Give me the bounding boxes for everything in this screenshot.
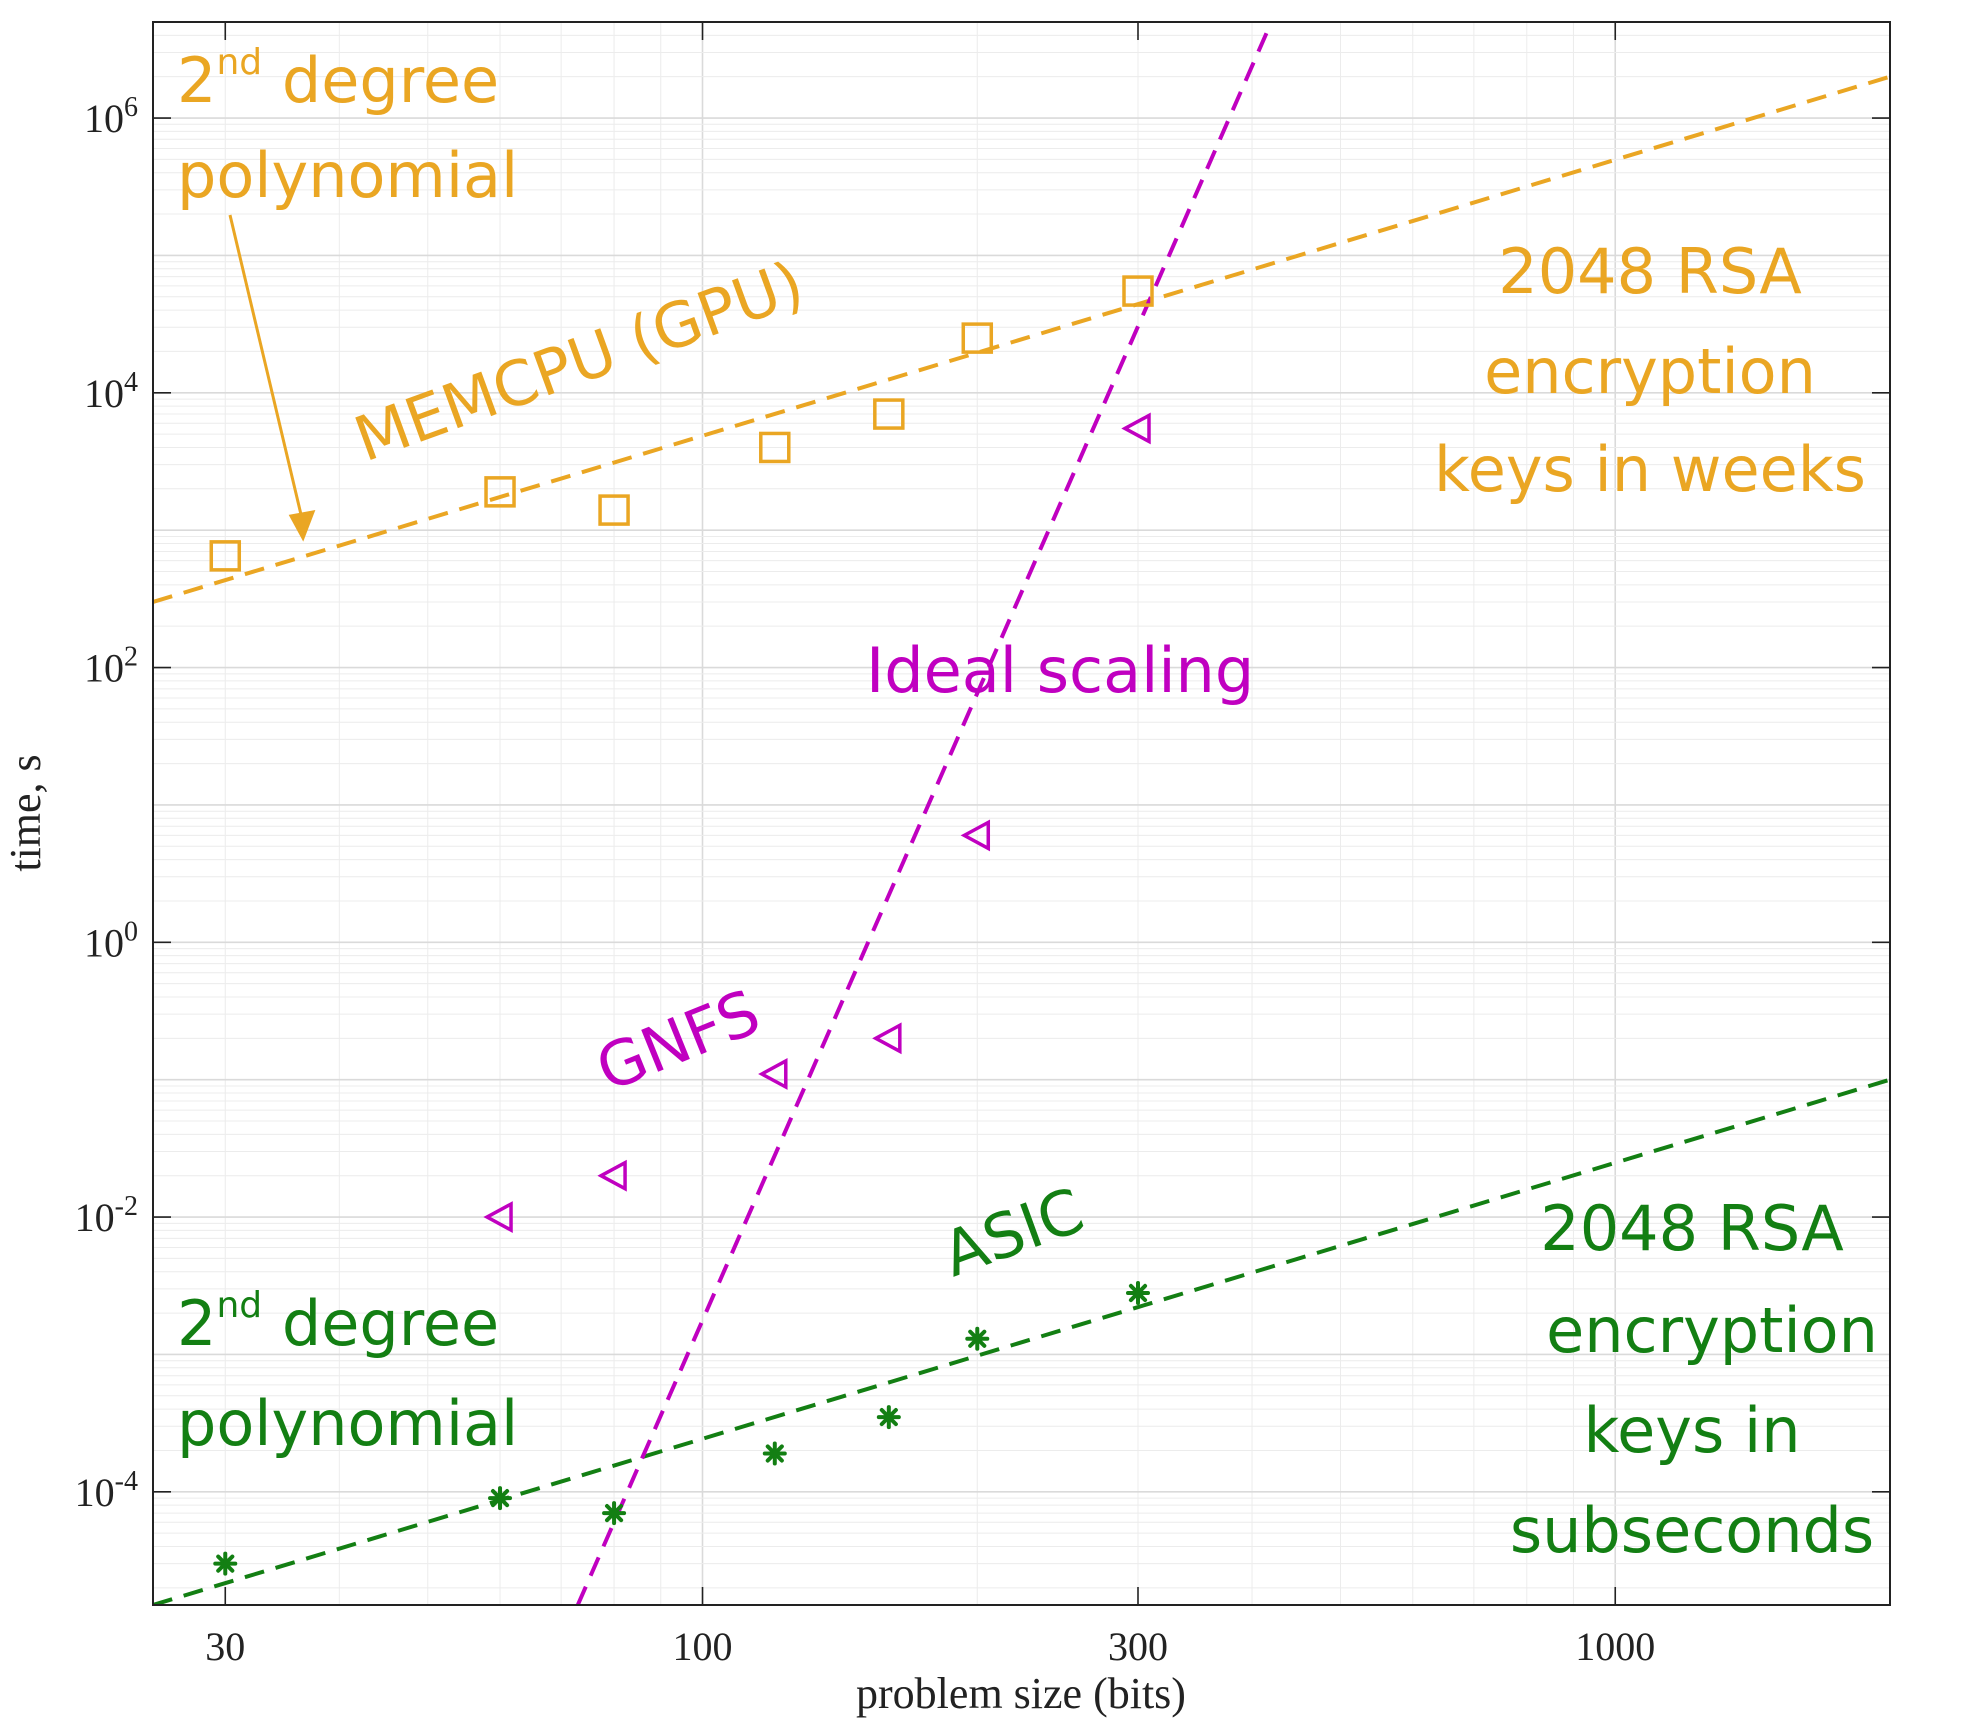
asic-label: ASIC: [933, 1173, 1093, 1291]
data-point-asterisk: [488, 1486, 513, 1511]
asterisk-stroke: [604, 1504, 624, 1523]
gnfs-annotations: Ideal scaling GNFS: [586, 634, 1254, 1106]
gpu-poly-label-line1: 2nd degree: [177, 42, 499, 117]
data-point-square: [598, 494, 630, 526]
y-tick-label: 10-4: [75, 1466, 138, 1515]
data-point-square: [873, 398, 905, 430]
rsa-asic-label-line1: 2048 RSA: [1540, 1192, 1844, 1265]
x-axis-title: problem size (bits): [856, 1669, 1186, 1718]
rsa-gpu-label-line1: 2048 RSA: [1498, 235, 1802, 308]
fit-line: [575, 22, 1274, 1605]
fit-line: [153, 74, 1890, 604]
asterisk-stroke: [1128, 1283, 1148, 1303]
y-tick-label: 104: [84, 367, 138, 416]
data-markers: [209, 275, 1154, 1576]
ideal-scaling-label: Ideal scaling: [866, 634, 1254, 707]
gpu-annotations: 2nd degree polynomial MEMCPU (GPU) 2048 …: [177, 42, 1866, 506]
asterisk-stroke: [490, 1489, 510, 1508]
data-point-square: [484, 476, 516, 508]
data-point-asterisk: [965, 1326, 990, 1351]
rsa-gpu-label-line2: encryption: [1484, 335, 1816, 408]
asic-annotations: ASIC 2nd degree polynomial 2048 RSA encr…: [177, 1173, 1878, 1567]
data-point-asterisk: [1125, 1281, 1150, 1306]
y-tick-label: 102: [84, 642, 138, 691]
rsa-asic-label-line2: encryption: [1546, 1294, 1878, 1367]
data-point-triangle: [758, 1058, 788, 1090]
x-tick-label: 300: [1108, 1624, 1168, 1669]
gpu-poly-label-line2: polynomial: [177, 139, 518, 212]
data-point-square: [961, 322, 994, 354]
data-point-triangle: [872, 1022, 902, 1055]
data-point-triangle: [1121, 412, 1151, 445]
rsa-asic-label-line4: subseconds: [1510, 1494, 1874, 1567]
rsa-asic-label-line3: keys in: [1583, 1394, 1800, 1467]
asterisk-stroke: [879, 1407, 898, 1427]
plot-frame: [152, 21, 1891, 1606]
y-tick-label: 10-2: [75, 1191, 138, 1240]
x-tick-label: 30: [205, 1624, 245, 1669]
asterisk-stroke: [968, 1329, 987, 1348]
asterisk-stroke: [765, 1444, 784, 1463]
data-point-asterisk: [762, 1441, 787, 1466]
y-tick-label: 100: [84, 916, 138, 965]
data-point-asterisk: [602, 1501, 627, 1526]
y-tick-label: 106: [84, 92, 138, 141]
x-tick-labels: 30 100 300 1000: [205, 1624, 1655, 1669]
data-point-triangle: [597, 1159, 627, 1192]
asic-poly-label-line1: 2nd degree: [177, 1285, 499, 1360]
data-point-asterisk: [213, 1551, 238, 1576]
x-tick-label: 1000: [1575, 1624, 1655, 1669]
data-point-asterisk: [876, 1405, 901, 1430]
axis-ticks: [153, 22, 1890, 1605]
asterisk-stroke: [216, 1554, 235, 1573]
asic-poly-label-line2: polynomial: [177, 1387, 518, 1460]
data-point-square: [209, 540, 242, 572]
rsa-gpu-label-line3: keys in weeks: [1434, 433, 1866, 506]
data-point-triangle: [483, 1201, 513, 1233]
fit-lines: [153, 22, 1890, 1605]
fit-line: [153, 1077, 1890, 1605]
data-point-square: [1122, 275, 1154, 307]
memcpu-label: MEMCPU (GPU): [345, 246, 813, 476]
data-point-triangle: [960, 819, 991, 852]
data-point-square: [759, 431, 791, 464]
y-tick-labels: 10-4 10-2 100 102 104 106: [75, 92, 138, 1515]
y-axis-title: time, s: [1, 754, 50, 871]
grid: [153, 21, 1891, 1605]
gpu-arrow: [228, 214, 316, 542]
x-tick-label: 100: [673, 1624, 733, 1669]
